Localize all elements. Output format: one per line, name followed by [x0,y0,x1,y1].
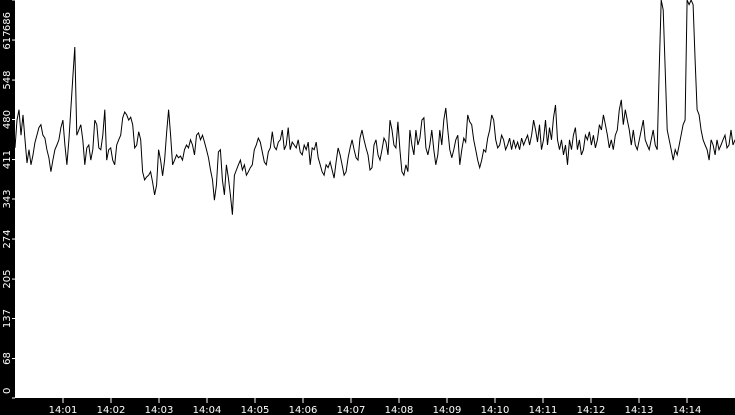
x-tick-label: 14:11 [529,405,558,415]
plot-area [15,0,735,398]
x-tick-label: 14:06 [289,405,318,415]
x-tick-label: 14:13 [625,405,654,415]
x-tick-label: 14:04 [193,405,222,415]
x-tick-label: 14:09 [433,405,462,415]
x-tick-label: 14:08 [385,405,414,415]
series-line [14,0,735,215]
y-tick-label: 0 [2,388,13,394]
x-tick-label: 14:01 [49,405,78,415]
x-tick-label: 14:10 [481,405,510,415]
y-tick-label: 548 [2,71,13,90]
x-axis: 14:01 14:02 14:03 14:04 14:05 14:06 14:07 14:08… [49,398,702,415]
y-tick-label: 343 [2,189,13,208]
y-tick-label: 68 [2,352,13,365]
y-tick-label: 137 [2,309,13,328]
y-tick-label: 617 [2,30,13,49]
x-tick-label: 14:05 [241,405,270,415]
y-tick-label: 686 [2,12,13,31]
x-tick-label: 14:03 [145,405,174,415]
y-tick-label: 205 [2,270,13,289]
x-tick-label: 14:02 [97,405,126,415]
y-tick-label: 274 [2,229,13,248]
y-tick-label: 411 [2,150,13,169]
y-tick-label: 480 [2,110,13,129]
x-tick-label: 14:14 [673,405,702,415]
x-tick-label: 14:07 [337,405,366,415]
x-tick-label: 14:12 [577,405,606,415]
